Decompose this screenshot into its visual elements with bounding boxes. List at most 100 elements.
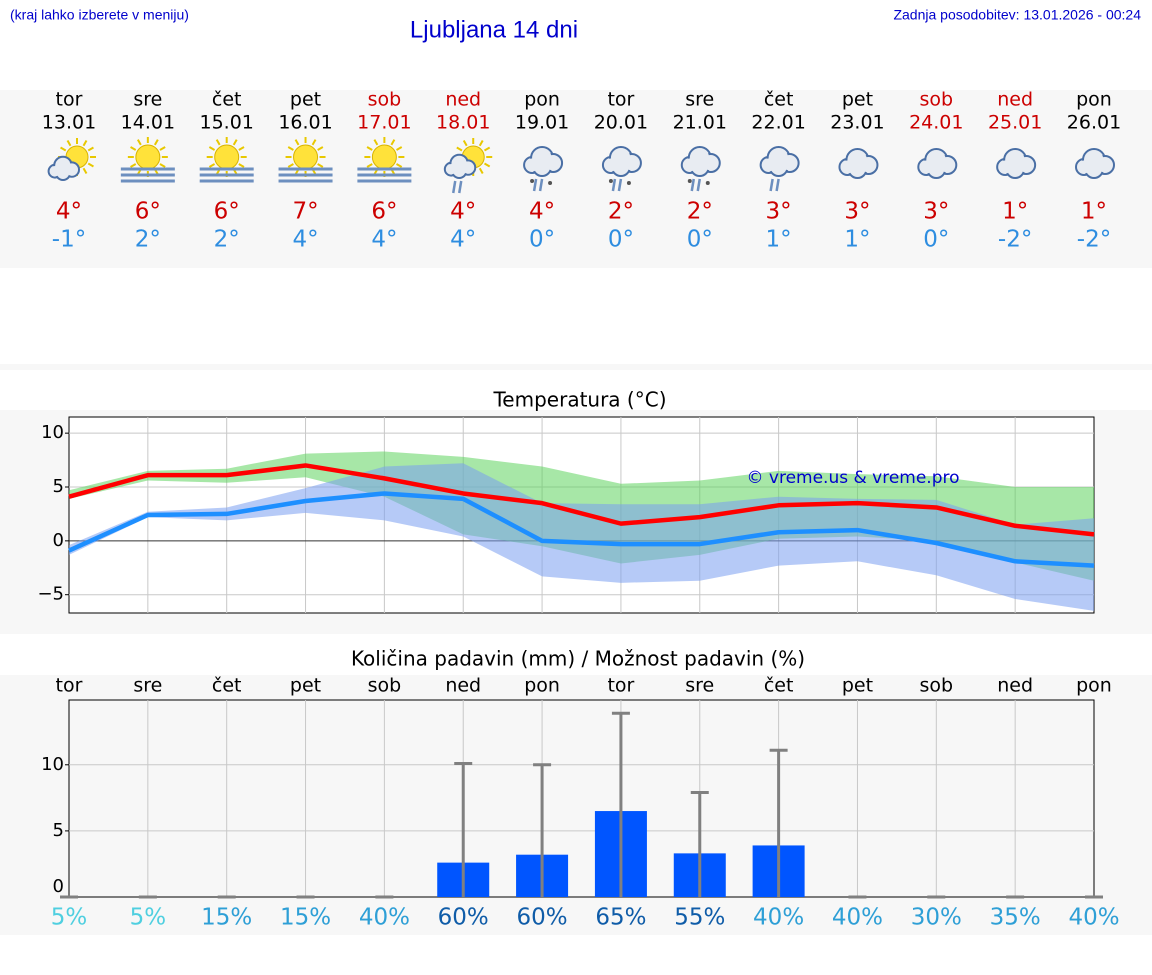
date: 14.01 bbox=[121, 112, 175, 134]
probability-label: 65% bbox=[595, 905, 646, 931]
high-temp: 4° bbox=[56, 199, 82, 225]
weekday: čet bbox=[764, 89, 794, 111]
icon-cloud bbox=[917, 148, 958, 179]
icon-cloud-fill bbox=[849, 161, 865, 177]
icon-ray bbox=[456, 146, 463, 152]
icon-ray bbox=[153, 139, 159, 146]
icon-cloud-fill bbox=[613, 159, 629, 175]
probability-label: 5% bbox=[51, 905, 88, 931]
icon-ray bbox=[366, 146, 373, 151]
watermark: © vreme.us & vreme.pro bbox=[746, 468, 959, 488]
x-tick-label: pet bbox=[842, 675, 873, 697]
icon-ray bbox=[136, 139, 142, 146]
low-temp: 0° bbox=[687, 227, 713, 253]
icon-ray bbox=[82, 167, 88, 174]
x-tick-label: čet bbox=[212, 675, 242, 697]
icon-cloud-fill bbox=[928, 161, 944, 177]
x-tick-label: pon bbox=[524, 675, 560, 697]
x-tick-label: sre bbox=[685, 675, 714, 697]
low-temp: 1° bbox=[766, 227, 792, 253]
icon-ray bbox=[483, 146, 491, 152]
x-tick-label: pon bbox=[1076, 675, 1112, 697]
y-tick-label: −5 bbox=[37, 584, 64, 605]
days-panel bbox=[0, 90, 1152, 268]
temp-line bbox=[68, 463, 1095, 537]
icon-rain bbox=[451, 180, 457, 194]
low-temp: 0° bbox=[923, 227, 949, 253]
probability-label: 40% bbox=[1068, 905, 1119, 931]
low-temp: 2° bbox=[214, 227, 240, 253]
icon-rain bbox=[769, 178, 774, 192]
icon-ray bbox=[238, 163, 245, 168]
date: 15.01 bbox=[199, 112, 253, 134]
icon-sun bbox=[135, 144, 161, 170]
low-temp: 1° bbox=[844, 227, 870, 253]
low-temp: -2° bbox=[998, 227, 1032, 253]
icon-snow bbox=[687, 179, 692, 183]
icon-snow bbox=[608, 179, 613, 183]
separator bbox=[0, 364, 1152, 370]
weekday: pet bbox=[842, 89, 873, 111]
high-temp: 3° bbox=[766, 199, 792, 225]
x-tick-label: sob bbox=[920, 675, 954, 697]
icon-ray bbox=[87, 162, 94, 168]
weekday: ned bbox=[445, 89, 481, 111]
date: 17.01 bbox=[357, 112, 411, 134]
date: 13.01 bbox=[42, 112, 96, 134]
y-tick-label: 5 bbox=[53, 476, 64, 497]
updated: Zadnja posodobitev: 13.01.2026 - 00:24 bbox=[893, 7, 1141, 23]
icon-cloud bbox=[47, 155, 81, 182]
icon-ray bbox=[478, 167, 484, 174]
high-temp: 3° bbox=[923, 199, 949, 225]
probability-label: 15% bbox=[201, 905, 252, 931]
date: 18.01 bbox=[436, 112, 490, 134]
icon-cloud bbox=[680, 146, 721, 177]
weekday: sob bbox=[920, 89, 954, 111]
y-tick-label: 5 bbox=[53, 820, 64, 841]
icon-ray bbox=[390, 139, 396, 146]
icon-cloud bbox=[443, 153, 477, 180]
icon-ray bbox=[159, 146, 166, 151]
date: 25.01 bbox=[988, 112, 1042, 134]
icon-ray bbox=[130, 146, 137, 151]
high-temp: 1° bbox=[1081, 199, 1107, 225]
high-temp: 6° bbox=[135, 199, 161, 225]
x-tick-label: tor bbox=[607, 675, 634, 697]
icon-ray bbox=[287, 146, 294, 151]
icon-ray bbox=[483, 162, 491, 168]
high-temp: 1° bbox=[1002, 199, 1028, 225]
icon-cloud-fill bbox=[771, 159, 787, 175]
x-tick-label: tor bbox=[56, 675, 83, 697]
header-note[interactable]: (kraj lahko izberete v meniju) bbox=[10, 7, 189, 23]
weekday: ned bbox=[997, 89, 1033, 111]
icon-ray bbox=[317, 146, 324, 151]
icon-ray bbox=[82, 140, 88, 147]
icon-ray bbox=[232, 139, 238, 146]
error-bar bbox=[690, 791, 709, 897]
icon-snow bbox=[705, 181, 710, 185]
high-temp: 3° bbox=[844, 199, 870, 225]
x-tick-label: sob bbox=[368, 675, 402, 697]
weekday: pon bbox=[1076, 89, 1112, 111]
date: 26.01 bbox=[1067, 112, 1121, 134]
date: 24.01 bbox=[909, 112, 963, 134]
icon-cloud-fill bbox=[57, 166, 69, 179]
probability-label: 15% bbox=[280, 905, 331, 931]
probability-label: 40% bbox=[359, 905, 410, 931]
probability-label: 40% bbox=[832, 905, 883, 931]
error-bar bbox=[533, 763, 552, 897]
icon-ray bbox=[208, 163, 216, 168]
icon-rain bbox=[617, 178, 623, 192]
x-tick-label: čet bbox=[764, 675, 794, 697]
icon-ray bbox=[396, 146, 403, 151]
icon-snow bbox=[626, 181, 631, 185]
icon-cloud-fill bbox=[1007, 161, 1023, 177]
probability-label: 55% bbox=[674, 905, 725, 931]
probability-label: 40% bbox=[753, 905, 804, 931]
high-temp: 2° bbox=[608, 199, 634, 225]
chart-title: Količina padavin (mm) / Možnost padavin … bbox=[351, 647, 805, 671]
icon-snow bbox=[530, 179, 535, 183]
icon-ray bbox=[462, 140, 468, 147]
